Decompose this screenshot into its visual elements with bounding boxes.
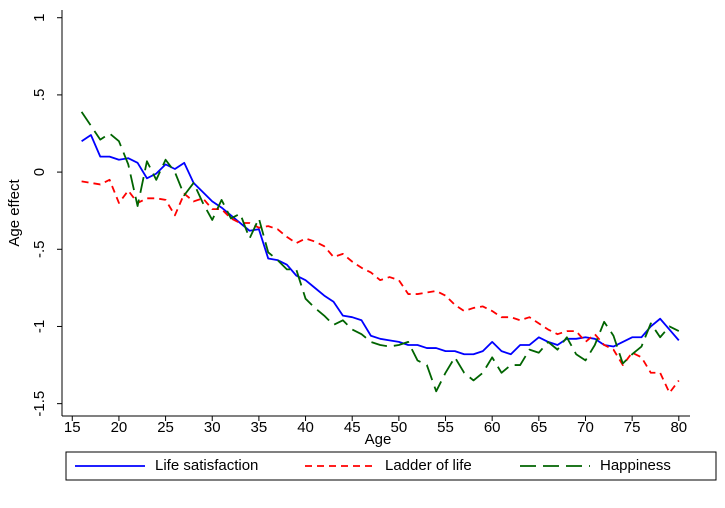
x-tick-label: 65 bbox=[530, 419, 547, 436]
x-tick-label: 80 bbox=[670, 419, 687, 436]
series-line bbox=[81, 134, 680, 356]
y-axis-title: Age effect bbox=[6, 179, 23, 247]
x-tick-label: 25 bbox=[157, 419, 174, 436]
x-tick-label: 40 bbox=[297, 419, 314, 436]
legend-box bbox=[65, 451, 717, 481]
y-tick-label: -1.5 bbox=[31, 391, 48, 417]
x-tick-label: 55 bbox=[437, 419, 454, 436]
x-tick-label: 30 bbox=[204, 419, 221, 436]
x-tick-label: 70 bbox=[577, 419, 594, 436]
x-tick-label: 50 bbox=[391, 419, 408, 436]
x-tick-label: 20 bbox=[111, 419, 128, 436]
legend-label: Ladder of life bbox=[385, 457, 472, 474]
y-tick-label: -.5 bbox=[31, 241, 48, 259]
series-line bbox=[80, 111, 680, 393]
x-tick-label: 45 bbox=[344, 419, 361, 436]
x-tick-label: 15 bbox=[64, 419, 81, 436]
legend-label: Happiness bbox=[600, 457, 671, 474]
y-tick-label: 0 bbox=[31, 168, 48, 176]
legend-label: Life satisfaction bbox=[155, 457, 258, 474]
series-line bbox=[81, 178, 680, 394]
x-tick-label: 35 bbox=[251, 419, 268, 436]
x-axis-title: Age bbox=[365, 431, 392, 448]
y-tick-label: -1 bbox=[31, 320, 48, 333]
x-tick-label: 60 bbox=[484, 419, 501, 436]
y-tick-label: 1 bbox=[31, 14, 48, 22]
x-tick-label: 75 bbox=[624, 419, 641, 436]
y-tick-label: .5 bbox=[31, 89, 48, 102]
